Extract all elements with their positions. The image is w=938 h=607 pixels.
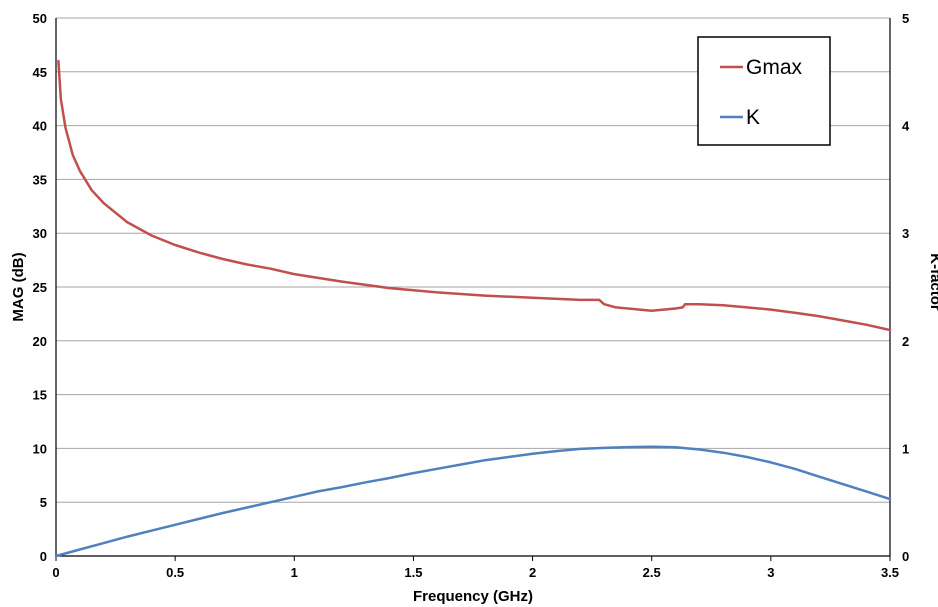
y2-tick-label: 5 <box>902 11 909 26</box>
y-tick-label: 35 <box>33 172 47 187</box>
y2-tick-label: 2 <box>902 334 909 349</box>
x-tick-label: 1.5 <box>404 565 422 580</box>
legend-box <box>697 36 831 146</box>
series-lines <box>54 59 892 558</box>
y-tick-label: 40 <box>33 119 47 134</box>
y-tick-label: 25 <box>33 280 47 295</box>
legend-label-k: K <box>746 106 760 129</box>
y-tick-label: 15 <box>33 388 47 403</box>
y2-tick-label: 0 <box>902 549 909 564</box>
y-tick-label: 30 <box>33 226 47 241</box>
legend: Gmax K <box>697 36 831 146</box>
x-axis-title: Frequency (GHz) <box>413 588 533 605</box>
x-tick-label: 1 <box>291 565 298 580</box>
y-tick-label: 50 <box>33 11 47 26</box>
x-tick-label: 3 <box>767 565 774 580</box>
y-tick-label: 0 <box>40 549 47 564</box>
y2-tick-label: 4 <box>902 119 910 134</box>
y-axis-title: MAG (dB) <box>10 252 27 321</box>
x-tick-label: 3.5 <box>881 565 899 580</box>
y-tick-label: 45 <box>33 65 47 80</box>
series-line-gmax <box>57 59 892 332</box>
y-tick-label: 10 <box>33 441 47 456</box>
x-tick-label: 2.5 <box>643 565 661 580</box>
legend-label-gmax: Gmax <box>746 56 803 79</box>
y-tick-label: 20 <box>33 334 47 349</box>
x-tick-label: 0 <box>52 565 59 580</box>
x-tick-label: 2 <box>529 565 536 580</box>
series-line-k <box>54 445 892 558</box>
axes <box>55 18 891 561</box>
y2-tick-label: 1 <box>902 441 909 456</box>
x-tick-label: 0.5 <box>166 565 184 580</box>
y-tick-label: 5 <box>40 495 47 510</box>
y2-tick-label: 3 <box>902 226 909 241</box>
y2-axis-title: K-factor <box>927 253 938 311</box>
grid <box>56 17 890 503</box>
